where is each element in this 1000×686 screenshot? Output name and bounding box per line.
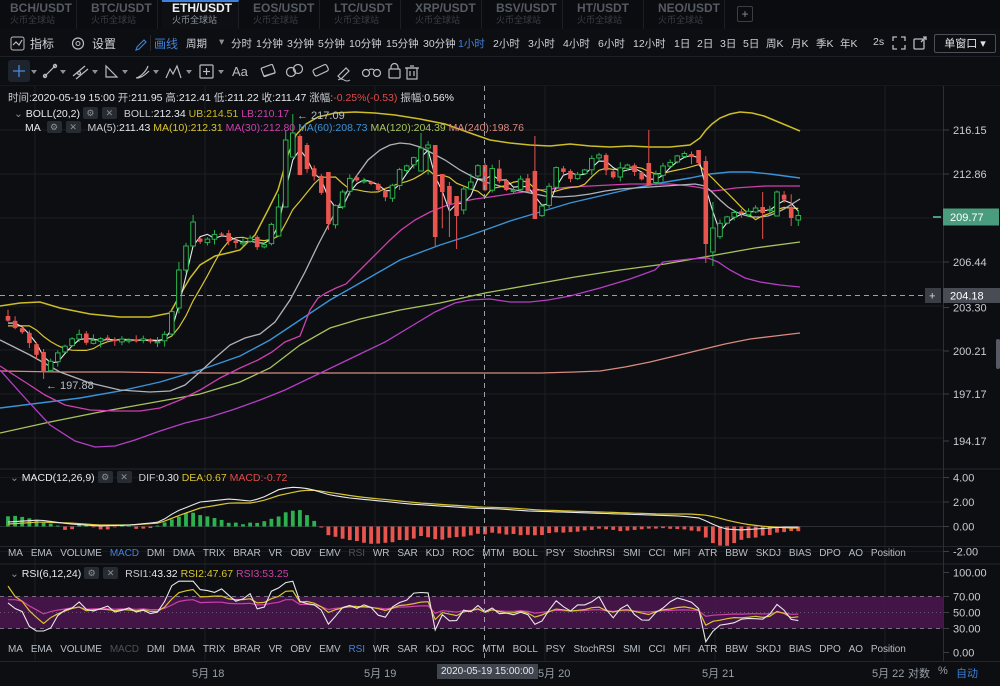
- svg-text:100.00: 100.00: [953, 568, 987, 580]
- svg-text:212.86: 212.86: [953, 169, 987, 181]
- svg-text:209.77: 209.77: [950, 212, 984, 224]
- svg-text:← 197.88: ← 197.88: [46, 380, 94, 392]
- svg-text:+: +: [929, 291, 935, 303]
- svg-text:4.00: 4.00: [953, 473, 974, 485]
- svg-text:-2.00: -2.00: [953, 547, 978, 559]
- svg-text:← 217.09: ← 217.09: [297, 110, 345, 122]
- svg-text:204.18: 204.18: [950, 291, 984, 303]
- svg-text:203.30: 203.30: [953, 303, 987, 315]
- svg-text:2.00: 2.00: [953, 497, 974, 509]
- svg-text:216.15: 216.15: [953, 125, 987, 137]
- svg-text:206.44: 206.44: [953, 257, 987, 269]
- svg-text:200.21: 200.21: [953, 346, 987, 358]
- svg-text:50.00: 50.00: [953, 608, 981, 620]
- svg-text:30.00: 30.00: [953, 624, 981, 636]
- svg-text:Aa: Aa: [232, 64, 249, 79]
- svg-text:0.00: 0.00: [953, 522, 974, 534]
- svg-text:197.17: 197.17: [953, 389, 987, 401]
- svg-text:194.17: 194.17: [953, 436, 987, 448]
- svg-text:0.00: 0.00: [953, 648, 974, 660]
- svg-text:70.00: 70.00: [953, 592, 981, 604]
